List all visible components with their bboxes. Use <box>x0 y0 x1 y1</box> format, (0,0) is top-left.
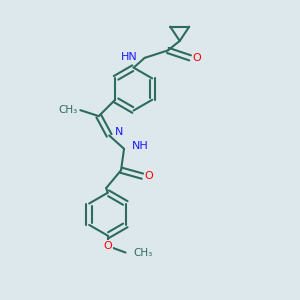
Text: O: O <box>145 171 153 181</box>
Text: CH₃: CH₃ <box>59 105 78 115</box>
Text: HN: HN <box>122 52 138 62</box>
Text: CH₃: CH₃ <box>134 248 153 257</box>
Text: NH: NH <box>132 141 149 152</box>
Text: O: O <box>192 53 201 63</box>
Text: N: N <box>115 128 124 137</box>
Text: O: O <box>103 241 112 251</box>
